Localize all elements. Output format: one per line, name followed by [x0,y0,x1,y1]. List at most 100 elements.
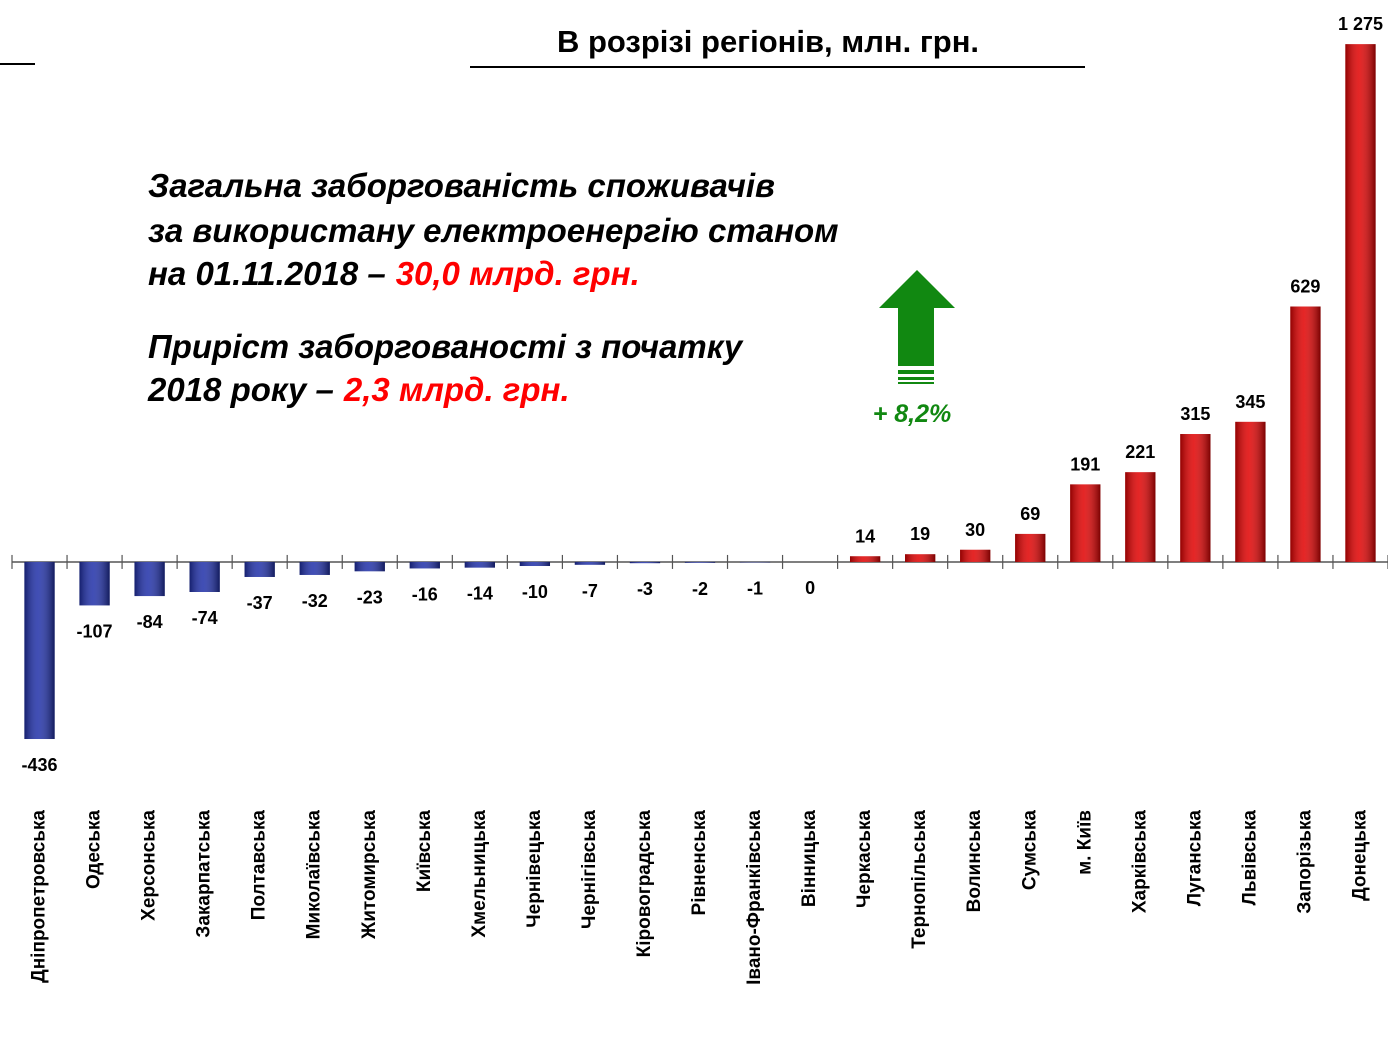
x-tick-label: Житомирська [359,810,380,940]
value-label: 345 [1235,392,1265,412]
bar-group [189,561,220,592]
value-label: -2 [692,579,708,599]
bar-shade [905,554,936,562]
bar-group [1290,306,1321,562]
bar-shade [629,561,661,564]
bar-shade [299,561,330,575]
bar-group [960,549,991,562]
growth-arrow [879,270,955,384]
bar-shade [189,561,220,592]
bar-group [24,561,55,740]
x-tick-label: Херсонська [139,810,160,921]
value-label: -23 [357,587,383,607]
value-label: 221 [1125,442,1155,462]
bar-group [1015,533,1046,562]
x-tick-label: Закарпатська [194,810,215,938]
note-line: за використану електроенергію станом [148,212,839,249]
change-label: + 8,2% [873,400,952,428]
bar-group [1235,421,1266,562]
x-tick-label: Львівська [1239,810,1260,906]
value-label: -74 [192,608,218,628]
bar-shade [244,561,275,577]
bar-shade [1125,472,1156,562]
value-label: -37 [247,593,273,613]
value-label: -3 [637,579,653,599]
bar-shade [684,561,716,563]
bar-group [1070,484,1101,562]
x-tick-label: Хмельницька [469,810,490,938]
bar-shade [24,561,55,740]
x-tick-label: Вінницька [799,810,820,908]
bar-shade [1015,533,1046,562]
x-tick-label: Луганська [1184,810,1205,907]
bar-shade [960,549,991,562]
x-tick-label: Донецька [1349,810,1370,901]
value-label: -436 [22,755,58,775]
x-tick-label: Черкаська [854,810,875,908]
x-tick-label: м. Київ [1074,810,1095,875]
x-tick-label: Рівненська [689,810,710,916]
value-label: -32 [302,591,328,611]
value-label: -14 [467,584,493,604]
note-line: на 01.11.2018 – 30,0 млрд. грн. [148,255,640,292]
bar-group [79,561,110,606]
bar-group [1345,44,1376,562]
bar-group [905,554,936,562]
value-label: -107 [77,621,113,641]
bar-shade [849,556,881,562]
bar-group [464,561,495,568]
x-tick-label: Одеська [84,810,105,889]
x-tick-label: Чернівецька [524,810,545,928]
value-label: 1 275 [1338,14,1383,34]
bar-group [629,561,661,564]
bar-shade [354,561,385,572]
bar-shade [1235,421,1266,562]
bar-shade [1070,484,1101,562]
value-label: 191 [1070,454,1100,474]
bar-group [519,561,551,567]
note-line: Приріст заборгованості з початку [148,328,744,365]
debt-note: Загальна заборгованість споживачів за ви… [148,167,839,292]
bar-group [849,556,881,562]
bar-group [409,561,440,569]
note-line: 2018 року –2,3 млрд. грн. [147,371,570,408]
x-tick-label: Дніпропетровська [29,810,50,983]
note-highlight: 30,0 млрд. грн. [396,255,640,292]
note-line: 2018 року – [147,371,334,408]
bar-shade [1345,44,1376,562]
bar-shade [1290,306,1321,562]
bar-group [1125,472,1156,562]
x-tick-label: Київська [414,810,435,893]
bar-group [1180,434,1211,562]
bar-shade [464,561,495,568]
value-label: -7 [582,581,598,601]
bar-shade [409,561,440,569]
bar-shade [1180,434,1211,562]
x-tick-label: Харківська [1129,810,1150,914]
x-tick-label: Івано-Франківська [744,810,765,985]
value-label: -16 [412,584,438,604]
bar-shade [519,561,551,567]
value-label: 30 [965,520,985,540]
value-label: 315 [1180,404,1210,424]
note-line: Загальна заборгованість споживачів [148,167,775,204]
bar-shade [134,561,165,597]
x-tick-label: Сумська [1019,810,1040,891]
x-tick-label: Запорізька [1294,810,1315,914]
note-line: на 01.11.2018 – [148,255,386,292]
value-label: -10 [522,582,548,602]
value-label: 69 [1020,504,1040,524]
x-tick-label: Волинська [964,810,985,913]
value-label: 629 [1290,277,1320,297]
value-label: 14 [855,526,875,546]
bar-group [299,561,330,575]
x-tick-label: Миколаївська [304,810,325,940]
value-label: -84 [137,612,163,632]
chart-title: В розрізі регіонів, млн. грн. [557,24,979,59]
bar-group [684,561,716,563]
value-label: 19 [910,524,930,544]
x-tick-label: Кіровоградська [634,810,655,958]
value-label: -1 [747,578,763,598]
x-tick-label: Тернопільська [909,810,930,949]
